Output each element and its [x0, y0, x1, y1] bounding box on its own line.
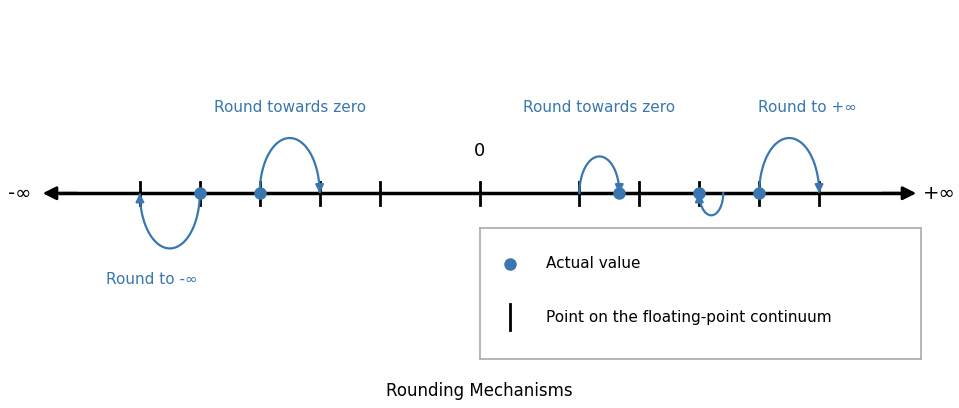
Text: Point on the floating-point continuum: Point on the floating-point continuum [546, 310, 831, 325]
Text: Rounding Mechanisms: Rounding Mechanisms [386, 382, 573, 400]
Text: Round to -∞: Round to -∞ [105, 272, 198, 287]
Text: Round to +∞: Round to +∞ [758, 100, 856, 115]
Text: +∞: +∞ [923, 184, 955, 203]
Text: Round towards zero: Round towards zero [524, 100, 675, 115]
Text: Actual value: Actual value [546, 256, 641, 271]
Text: 0: 0 [474, 142, 485, 160]
Text: Round towards zero: Round towards zero [214, 100, 365, 115]
Text: -∞: -∞ [9, 184, 32, 203]
Text: Round to nearest: Round to nearest [662, 272, 793, 287]
